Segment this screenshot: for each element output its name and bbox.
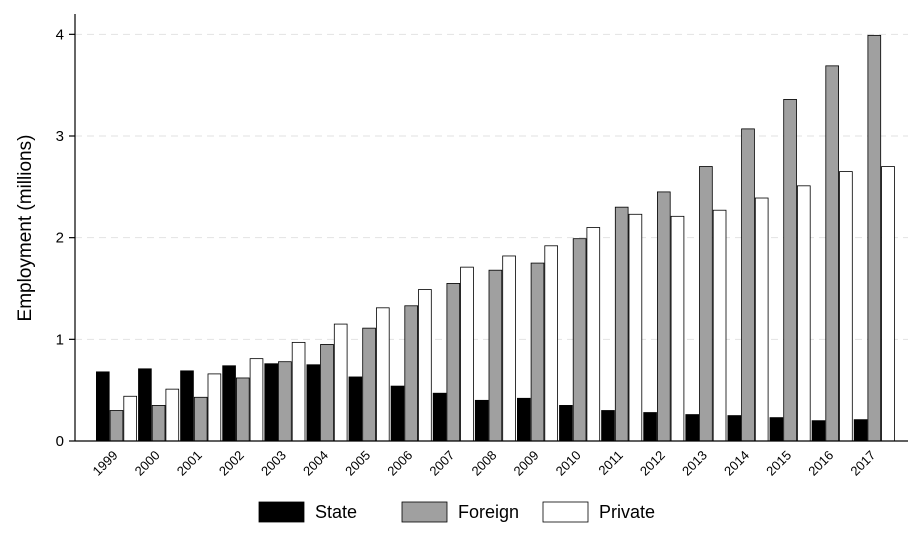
- x-tick-label: 2008: [468, 448, 499, 479]
- bar-foreign-2011: [614, 206, 629, 442]
- bar-private-2003: [291, 341, 306, 442]
- x-tick-label: 2015: [763, 448, 794, 479]
- x-tick-label: 2000: [132, 448, 163, 479]
- bar-private-1999: [123, 395, 138, 442]
- bar-private-2007: [460, 266, 474, 442]
- bar-private-2000: [165, 388, 180, 442]
- bar-foreign-2009: [530, 262, 545, 442]
- legend-swatch-private: [542, 501, 589, 523]
- x-tick-label: 2002: [216, 448, 247, 479]
- bar-foreign-2017: [867, 34, 882, 442]
- bar-private-2013: [712, 209, 727, 442]
- bar-state-2008: [474, 399, 489, 442]
- bar-foreign-2005: [362, 327, 376, 442]
- axes: [74, 14, 908, 442]
- bar-state-2011: [601, 410, 615, 442]
- bar-state-1999: [96, 371, 110, 442]
- x-ticks: 1999 2000 2001 2002 2003 2004 2005 2006 2007 2008…: [90, 448, 879, 479]
- y-tick-label: 0: [56, 433, 64, 450]
- x-tick-label: 2005: [342, 448, 373, 479]
- bar-private-2002: [249, 358, 264, 442]
- bar-foreign-2000: [151, 405, 166, 442]
- x-tick-label: 2012: [637, 448, 668, 479]
- bar-state-2001: [180, 370, 194, 442]
- bar-state-2003: [264, 363, 278, 442]
- bar-foreign-2002: [235, 377, 250, 442]
- x-tick-label: 2011: [595, 448, 625, 478]
- bar-private-2012: [670, 215, 685, 442]
- y-axis-title: Employment (millions): [15, 135, 36, 322]
- y-tick-label: 2: [56, 230, 64, 247]
- bar-state-2009: [517, 397, 531, 442]
- y-tick-label: 4: [56, 26, 64, 43]
- bar-state-2015: [769, 417, 784, 442]
- bar-private-2016: [839, 171, 853, 442]
- y-tick-label: 1: [56, 331, 64, 348]
- bar-private-2015: [797, 185, 811, 442]
- bar-foreign-1999: [109, 410, 124, 442]
- bar-state-2005: [348, 376, 363, 442]
- bar-private-2008: [502, 255, 516, 442]
- legend-label-foreign: Foreign: [458, 502, 519, 522]
- y-ticks: 0 1 2 3 4: [56, 26, 75, 450]
- x-tick-label: 2017: [847, 448, 878, 479]
- bar-private-2004: [333, 323, 348, 442]
- legend-swatch-foreign: [401, 501, 448, 523]
- x-tick-label: 2016: [805, 448, 836, 479]
- legend-swatch-state: [258, 501, 305, 523]
- bar-foreign-2010: [572, 238, 587, 442]
- x-tick-label: 2007: [426, 448, 457, 479]
- bar-private-2010: [586, 227, 601, 442]
- legend: State Foreign Private: [258, 501, 655, 523]
- bar-state-2000: [138, 368, 152, 442]
- y-tick-label: 3: [56, 128, 64, 145]
- legend-label-private: Private: [599, 502, 655, 522]
- bar-state-2012: [643, 412, 657, 442]
- bar-state-2004: [306, 364, 321, 442]
- bar-private-2014: [754, 197, 769, 442]
- x-tick-label: 2006: [384, 448, 415, 479]
- bar-private-2001: [207, 373, 222, 442]
- bar-private-2011: [628, 213, 643, 442]
- bar-state-2016: [811, 420, 826, 442]
- x-tick-label: 2003: [258, 448, 289, 479]
- bar-state-2010: [559, 405, 573, 442]
- legend-label-state: State: [315, 502, 357, 522]
- x-tick-label: 1999: [90, 448, 121, 479]
- x-tick-label: 2014: [721, 448, 752, 479]
- bar-foreign-2004: [320, 344, 334, 442]
- bar-foreign-2015: [783, 99, 797, 442]
- bar-foreign-2008: [488, 269, 503, 442]
- bar-foreign-2007: [446, 283, 461, 442]
- bar-foreign-2012: [657, 191, 671, 442]
- bar-foreign-2003: [278, 361, 292, 442]
- bar-state-2002: [222, 365, 236, 442]
- bar-foreign-2013: [699, 166, 713, 442]
- x-tick-label: 2013: [679, 448, 710, 479]
- x-tick-label: 2010: [553, 448, 584, 479]
- bar-foreign-2014: [741, 128, 755, 442]
- bar-state-2007: [432, 392, 447, 442]
- x-tick-label: 2004: [300, 448, 331, 479]
- bar-state-2006: [390, 385, 405, 442]
- bar-private-2006: [418, 289, 432, 442]
- bar-foreign-2016: [825, 65, 839, 442]
- x-tick-label: 2009: [511, 448, 542, 479]
- bar-private-2009: [544, 245, 558, 442]
- gridlines: [75, 33, 908, 340]
- bar-private-2017: [881, 166, 895, 442]
- bar-private-2005: [375, 307, 390, 442]
- x-tick-label: 2001: [174, 448, 205, 479]
- bar-state-2014: [727, 415, 742, 442]
- bar-foreign-2001: [193, 396, 208, 442]
- bar-state-2017: [853, 419, 868, 442]
- bars: [96, 34, 895, 442]
- bar-foreign-2006: [404, 305, 418, 442]
- bar-state-2013: [685, 414, 699, 442]
